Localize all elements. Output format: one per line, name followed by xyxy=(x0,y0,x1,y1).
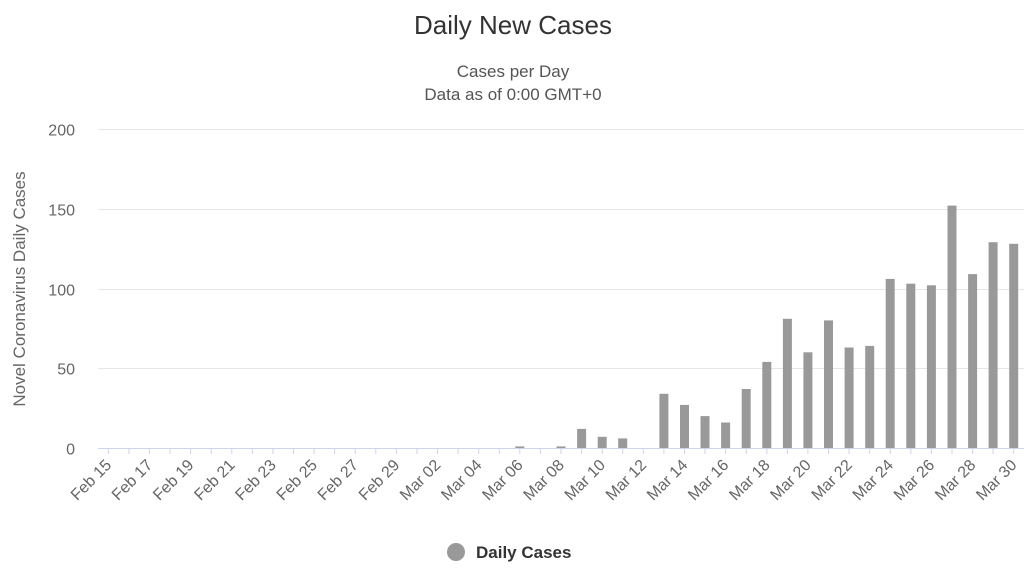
x-tick-label: Mar 14 xyxy=(644,457,691,504)
chart-title: Daily New Cases xyxy=(414,10,612,40)
bar[interactable] xyxy=(968,274,978,448)
bar[interactable] xyxy=(947,205,957,448)
legend[interactable]: Daily Cases xyxy=(447,543,571,562)
bar[interactable] xyxy=(906,283,916,448)
x-tick-label: Mar 16 xyxy=(685,457,732,504)
y-tick-label: 0 xyxy=(66,442,75,459)
bar[interactable] xyxy=(865,345,875,448)
y-tick-label: 200 xyxy=(48,123,75,140)
legend-marker-icon xyxy=(447,543,465,561)
bar[interactable] xyxy=(988,242,998,448)
x-tick-label: Feb 27 xyxy=(315,457,362,504)
x-tick-label: Mar 30 xyxy=(973,457,1020,504)
x-tick-label: Mar 20 xyxy=(767,457,814,504)
bar[interactable] xyxy=(824,320,833,448)
y-tick-label: 150 xyxy=(48,203,75,220)
y-tick-label: 100 xyxy=(48,283,75,300)
x-tick-label: Feb 23 xyxy=(232,457,279,504)
y-axis-ticks: 0 50 100 150 200 xyxy=(48,123,75,459)
bar[interactable] xyxy=(885,278,895,448)
bar[interactable] xyxy=(700,416,710,448)
x-tick-label: Feb 25 xyxy=(274,457,321,504)
x-tick-label: Mar 12 xyxy=(603,457,650,504)
bars xyxy=(515,205,1019,449)
bar[interactable] xyxy=(618,438,628,448)
x-tick-label: Mar 08 xyxy=(521,457,568,504)
x-tick-label: Mar 06 xyxy=(479,457,526,504)
x-tick-label: Mar 22 xyxy=(809,457,856,504)
bar[interactable] xyxy=(926,285,936,448)
x-tick-label: Mar 24 xyxy=(850,457,897,504)
bar[interactable] xyxy=(659,393,669,448)
x-tick-label: Mar 18 xyxy=(726,457,773,504)
bar[interactable] xyxy=(680,404,689,448)
x-tick-label: Feb 21 xyxy=(191,457,238,504)
bar[interactable] xyxy=(515,446,525,448)
x-tick-label: Mar 26 xyxy=(891,457,938,504)
y-axis-title: Novel Coronavirus Daily Cases xyxy=(10,171,29,406)
gridlines xyxy=(98,129,1024,369)
x-tick-label: Mar 04 xyxy=(438,457,485,504)
x-tick-label: Feb 17 xyxy=(109,457,156,504)
x-tick-label: Mar 28 xyxy=(932,457,979,504)
bar[interactable] xyxy=(844,347,854,449)
bar[interactable] xyxy=(803,352,813,448)
x-tick-label: Mar 10 xyxy=(562,457,609,504)
bar[interactable] xyxy=(577,428,587,448)
y-tick-label: 50 xyxy=(57,362,75,379)
bar[interactable] xyxy=(762,361,772,448)
legend-label[interactable]: Daily Cases xyxy=(476,543,571,562)
x-tick-label: Feb 19 xyxy=(150,457,197,504)
bar[interactable] xyxy=(1009,243,1019,448)
x-tick-label: Feb 15 xyxy=(68,457,115,504)
bar[interactable] xyxy=(741,389,751,448)
bar[interactable] xyxy=(597,436,607,448)
x-tick-label: Mar 02 xyxy=(397,457,444,504)
chart-subtitle-line-1: Cases per Day xyxy=(457,62,570,81)
bar[interactable] xyxy=(782,318,792,448)
bar[interactable] xyxy=(721,422,731,449)
x-tick-label: Feb 29 xyxy=(356,457,403,504)
chart-subtitle-line-2: Data as of 0:00 GMT+0 xyxy=(424,85,601,104)
bar[interactable] xyxy=(556,446,566,448)
